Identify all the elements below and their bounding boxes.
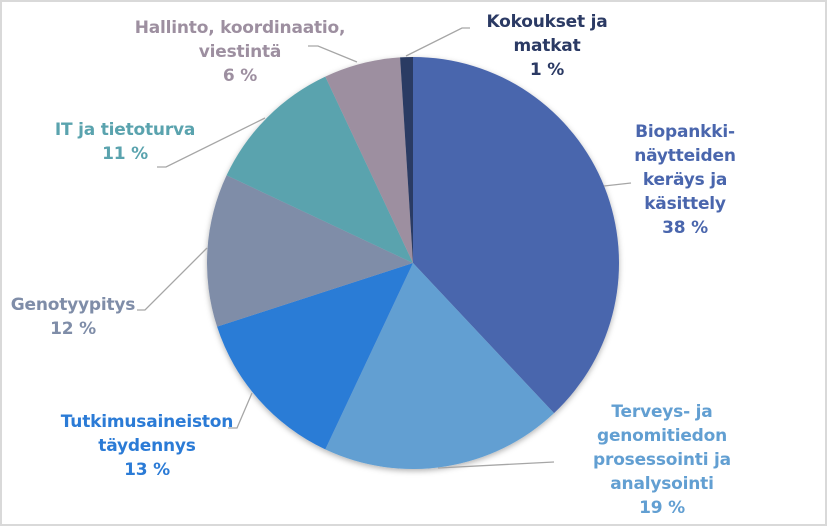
- label-percent: 13 %: [124, 460, 170, 480]
- label-line: keräys ja: [642, 170, 728, 190]
- data-label-it: IT ja tietoturva 11 %: [40, 118, 210, 166]
- label-line: analysointi: [610, 474, 714, 494]
- label-percent: 11 %: [102, 144, 148, 164]
- pie-slice-0: [413, 57, 620, 414]
- label-percent: 19 %: [639, 498, 685, 518]
- pie-slice-2: [217, 263, 413, 450]
- label-line: Tutkimusaineiston: [60, 412, 234, 432]
- label-line: Biopankki-: [635, 122, 735, 142]
- label-percent: 38 %: [662, 218, 708, 238]
- label-line: Hallinto, koordinaatio,: [134, 18, 346, 38]
- pie-slice-4: [226, 76, 413, 263]
- data-label-biopankki: Biopankki- näytteiden keräys ja käsittel…: [610, 120, 760, 240]
- data-label-genotyypitys: Genotyypitys 12 %: [8, 293, 138, 341]
- leader-lines: [137, 27, 632, 469]
- label-line: Genotyypitys: [10, 295, 136, 315]
- label-line: matkat: [513, 36, 581, 56]
- label-line: prosessointi ja: [593, 450, 731, 470]
- label-line: viestintä: [198, 42, 282, 62]
- leader-line-s2: [228, 392, 253, 429]
- pie-slice-3: [206, 175, 413, 327]
- leader-line-s0: [603, 182, 632, 187]
- label-line: täydennys: [98, 436, 196, 456]
- label-line: Terveys- ja: [611, 402, 713, 422]
- label-percent: 1 %: [529, 60, 565, 80]
- label-line: Kokoukset ja: [486, 12, 608, 32]
- label-line: näytteiden: [634, 146, 736, 166]
- leader-line-s3: [137, 247, 208, 311]
- data-label-terveys: Terveys- ja genomitiedon prosessointi ja…: [577, 400, 747, 520]
- pie-slice-1: [325, 263, 555, 469]
- label-percent: 12 %: [50, 319, 96, 339]
- label-line: käsittely: [644, 194, 726, 214]
- data-label-hallinto: Hallinto, koordinaatio, viestintä 6 %: [120, 16, 360, 88]
- label-percent: 6 %: [222, 66, 258, 86]
- pie-slices: [206, 57, 620, 469]
- label-line: IT ja tietoturva: [54, 120, 196, 140]
- data-label-kokoukset: Kokoukset ja matkat 1 %: [472, 10, 622, 82]
- leader-line-s1: [437, 461, 555, 469]
- data-label-tutkimusaineisto: Tutkimusaineiston täydennys 13 %: [52, 410, 242, 482]
- label-line: genomitiedon: [596, 426, 728, 446]
- pie-slice-5: [325, 57, 413, 263]
- leader-line-s6: [405, 27, 470, 57]
- pie-slice-6: [400, 57, 413, 263]
- leader-line-s5: [308, 45, 358, 63]
- leader-line-s4: [157, 117, 266, 168]
